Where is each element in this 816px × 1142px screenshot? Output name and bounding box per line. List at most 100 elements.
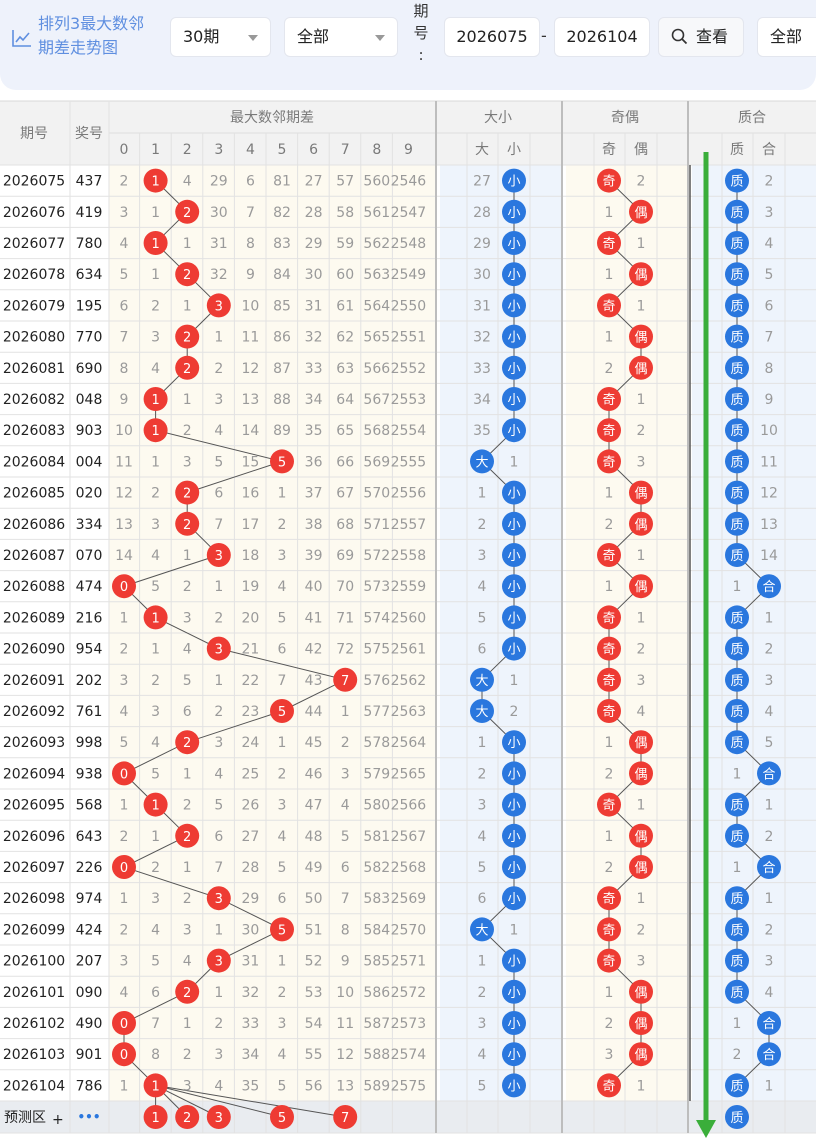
prime-ball bbox=[725, 730, 749, 755]
view-button[interactable]: 查看 bbox=[658, 17, 744, 57]
prediction-line bbox=[155, 1084, 346, 1118]
span-cell: 64 bbox=[336, 392, 354, 408]
span-hit-ball bbox=[143, 387, 168, 411]
parity-odd-ball bbox=[597, 1073, 621, 1098]
span-cell: 48 bbox=[305, 829, 323, 845]
parity-odd-ball-label: 奇 bbox=[602, 236, 615, 252]
parity-cell: 2 bbox=[605, 1016, 614, 1032]
span-cell: 3 bbox=[120, 205, 129, 221]
row-issue: 2026083 bbox=[3, 423, 65, 439]
parity-cell: 1 bbox=[605, 330, 614, 346]
span-hit-ball bbox=[143, 1073, 168, 1098]
header-digit-1: 1 bbox=[151, 142, 160, 158]
prime-ball bbox=[725, 449, 749, 474]
prime-ball-label: 质 bbox=[730, 331, 743, 346]
span-cell: 24 bbox=[241, 735, 259, 751]
end-issue-input[interactable]: 2026104 bbox=[554, 17, 650, 57]
more-options-button[interactable]: ••• bbox=[77, 1110, 100, 1124]
span-hit-ball-label: 5 bbox=[278, 923, 286, 938]
start-issue-input[interactable]: 2026075 bbox=[444, 17, 540, 57]
span-cell: 15 bbox=[241, 454, 259, 470]
span-cell: 2575 bbox=[391, 1078, 427, 1094]
span-hit-ball bbox=[206, 948, 231, 973]
prime-ball-label: 质 bbox=[730, 830, 743, 845]
span-cell: 3 bbox=[214, 392, 223, 408]
span-hit-ball-label: 2 bbox=[183, 331, 191, 346]
span-cell: 2551 bbox=[391, 330, 427, 346]
size-cell: 4 bbox=[478, 829, 487, 845]
size-cell: 1 bbox=[510, 454, 519, 470]
span-cell: 4 bbox=[278, 1047, 287, 1063]
scope-select[interactable]: 全部 bbox=[284, 17, 398, 57]
filter-select[interactable]: 全部 bbox=[757, 17, 816, 57]
period-count-select[interactable]: 30期 bbox=[170, 17, 271, 57]
span-hit-ball bbox=[112, 574, 136, 599]
span-cell: 7 bbox=[214, 860, 223, 876]
span-cell: 13 bbox=[336, 1078, 354, 1094]
span-cell: 4 bbox=[214, 423, 223, 439]
parity-even-ball bbox=[629, 855, 653, 879]
span-cell: 1 bbox=[151, 829, 160, 845]
span-cell: 38 bbox=[305, 517, 323, 533]
chart-title-link[interactable]: 排列3最大数邻 期差走势图 bbox=[12, 12, 162, 62]
span-cell: 83 bbox=[273, 236, 291, 252]
row-issue: 2026086 bbox=[3, 517, 65, 533]
prime-ball bbox=[725, 823, 749, 848]
size-small-ball-label: 小 bbox=[507, 331, 520, 346]
span-cell: 2 bbox=[214, 704, 223, 720]
span-cell: 6 bbox=[214, 486, 223, 502]
size-small-ball bbox=[502, 480, 526, 505]
chart-title-line1: 排列3最大数邻 bbox=[38, 14, 145, 33]
parity-even-ball bbox=[629, 1042, 653, 1067]
span-cell: 566 bbox=[363, 361, 390, 377]
span-cell: 7 bbox=[246, 205, 255, 221]
span-cell: 31 bbox=[241, 954, 259, 970]
row-issue: 2026099 bbox=[3, 922, 65, 938]
header-digit-9: 9 bbox=[404, 142, 413, 158]
span-cell: 1 bbox=[183, 392, 192, 408]
add-prediction-button[interactable]: + bbox=[52, 1112, 64, 1128]
span-cell: 9 bbox=[120, 392, 129, 408]
prime-ball bbox=[725, 948, 749, 973]
prime-cell: 3 bbox=[765, 205, 774, 221]
header-digit-4: 4 bbox=[246, 142, 255, 158]
parity-even-ball-label: 偶 bbox=[634, 580, 647, 595]
row-number: 954 bbox=[76, 642, 103, 658]
parity-odd-ball bbox=[597, 636, 621, 661]
span-cell: 589 bbox=[363, 1078, 390, 1094]
size-small-ball-label: 小 bbox=[507, 830, 520, 845]
parity-odd-ball bbox=[597, 418, 621, 443]
span-hit-ball-label: 2 bbox=[183, 736, 191, 751]
span-hit-ball-label: 0 bbox=[120, 580, 128, 595]
parity-cell: 1 bbox=[605, 205, 614, 221]
span-cell: 52 bbox=[305, 954, 323, 970]
chevron-down-icon bbox=[248, 35, 258, 41]
span-hit-ball-label: 2 bbox=[183, 986, 191, 1001]
span-cell: 4 bbox=[120, 236, 129, 252]
size-small-ball bbox=[502, 948, 526, 973]
span-cell: 4 bbox=[120, 704, 129, 720]
span-cell: 14 bbox=[115, 548, 133, 564]
composite-ball bbox=[757, 574, 781, 599]
span-cell: 6 bbox=[214, 829, 223, 845]
prime-cell: 6 bbox=[765, 298, 774, 314]
span-hit-ball bbox=[143, 792, 168, 817]
span-cell: 3 bbox=[278, 1016, 287, 1032]
parity-even-ball bbox=[629, 823, 653, 848]
span-cell: 578 bbox=[363, 735, 390, 751]
size-cell: 6 bbox=[478, 642, 487, 658]
parity-even-ball bbox=[629, 511, 653, 536]
span-cell: 23 bbox=[241, 704, 259, 720]
span-cell: 8 bbox=[341, 922, 350, 938]
header-composite: 合 bbox=[762, 142, 776, 158]
span-cell: 2564 bbox=[391, 735, 427, 751]
span-cell: 8 bbox=[151, 1047, 160, 1063]
parity-cell: 2 bbox=[637, 922, 646, 938]
span-cell: 45 bbox=[305, 735, 323, 751]
span-cell: 1 bbox=[151, 454, 160, 470]
prime-ball-label: 质 bbox=[730, 955, 743, 970]
size-small-ball-label: 小 bbox=[507, 955, 520, 970]
row-number: 643 bbox=[76, 829, 103, 845]
parity-even-ball bbox=[629, 480, 653, 505]
prime-cell: 12 bbox=[760, 486, 778, 502]
